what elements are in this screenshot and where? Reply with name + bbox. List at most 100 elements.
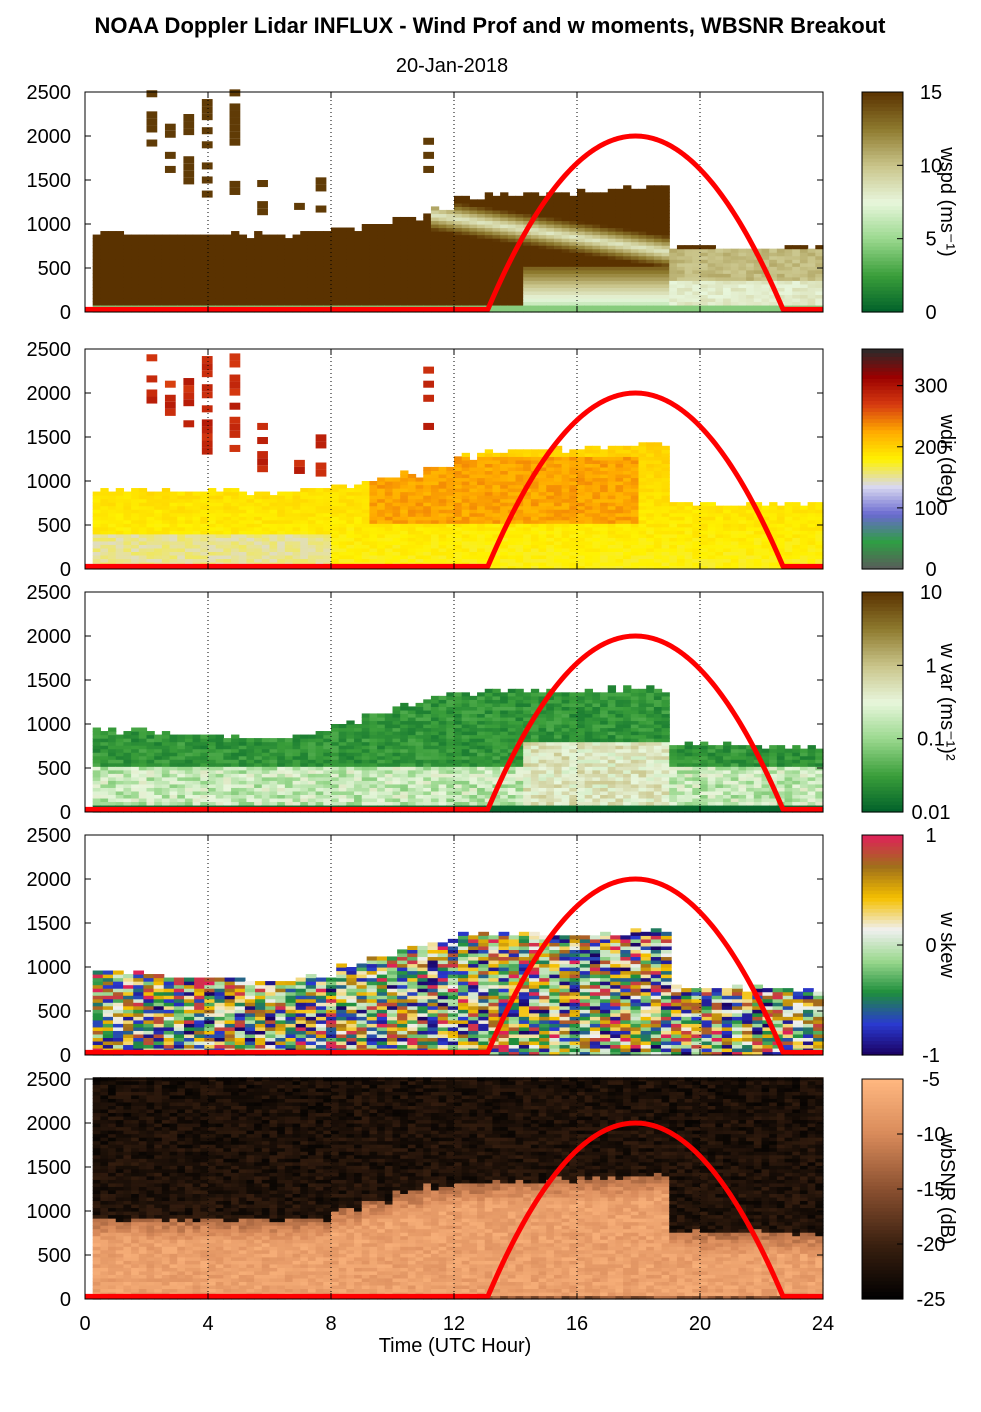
heatmap-cell xyxy=(553,206,563,211)
heatmap-cell xyxy=(438,252,447,257)
heatmap-cell xyxy=(100,519,109,524)
heatmap-cell xyxy=(177,530,186,535)
heatmap-cell xyxy=(730,530,740,535)
heatmap-cell xyxy=(538,498,547,503)
heatmap-cell xyxy=(492,269,501,274)
heatmap-cell xyxy=(446,269,455,274)
heatmap-cell xyxy=(377,301,386,306)
heatmap-cell xyxy=(700,297,709,303)
heatmap-cell xyxy=(669,269,678,274)
heatmap-cell xyxy=(469,537,478,542)
heatmap-cell xyxy=(430,519,440,524)
heatmap-cell xyxy=(769,276,778,281)
heatmap-cell xyxy=(630,519,640,524)
heatmap-cell xyxy=(438,269,447,274)
heatmap-cell xyxy=(238,540,248,545)
heatmap-cell xyxy=(792,266,801,271)
heatmap-cell xyxy=(723,287,732,292)
heatmap-cell xyxy=(630,512,640,517)
heatmap-cell xyxy=(246,540,255,545)
heatmap-cell xyxy=(215,526,224,531)
heatmap-cell xyxy=(131,238,140,243)
heatmap-cell xyxy=(653,449,663,454)
heatmap-cell xyxy=(446,554,455,560)
heatmap-cell xyxy=(423,477,432,482)
heatmap-cell xyxy=(138,512,148,517)
heatmap-cell xyxy=(707,558,716,563)
heatmap-cell xyxy=(538,231,547,236)
heatmap-cell xyxy=(515,459,524,464)
heatmap-cell xyxy=(530,259,540,264)
heatmap-cell xyxy=(615,273,624,278)
heatmap-cell xyxy=(546,516,555,521)
heatmap-cell xyxy=(415,554,424,560)
heatmap-cell xyxy=(661,227,670,232)
heatmap-cell xyxy=(461,558,470,563)
heatmap-cell xyxy=(184,287,194,292)
heatmap-cell xyxy=(684,308,693,313)
heatmap-cell xyxy=(92,516,101,521)
heatmap-cell xyxy=(154,290,163,295)
heatmap-cell xyxy=(354,505,363,510)
heatmap-cell xyxy=(138,290,148,295)
heatmap-cell xyxy=(400,533,409,538)
heatmap-cell xyxy=(661,252,670,257)
heatmap-cell xyxy=(223,495,232,500)
heatmap-cell xyxy=(484,505,494,510)
heatmap-cell xyxy=(131,544,140,549)
heatmap-cell xyxy=(623,259,632,264)
heatmap-cell xyxy=(138,495,148,500)
heatmap-cell xyxy=(208,498,217,503)
heatmap-cell xyxy=(438,544,447,549)
heatmap-cell xyxy=(229,124,241,132)
heatmap-cell xyxy=(131,280,140,285)
heatmap-cell xyxy=(692,287,701,292)
heatmap-cell xyxy=(292,290,301,295)
heatmap-cell xyxy=(201,106,213,114)
heatmap-cell xyxy=(292,544,301,549)
heatmap-cell xyxy=(123,269,132,274)
heatmap-cell xyxy=(469,238,478,243)
heatmap-cell xyxy=(246,537,255,542)
heatmap-cell xyxy=(577,470,586,475)
heatmap-cell xyxy=(192,269,201,274)
heatmap-cell xyxy=(484,537,494,542)
heatmap-cell xyxy=(338,526,347,531)
heatmap-cell xyxy=(661,234,670,239)
heatmap-cell xyxy=(146,118,158,126)
heatmap-cell xyxy=(184,248,194,253)
heatmap-cell xyxy=(761,561,770,567)
heatmap-cell xyxy=(707,554,716,560)
heatmap-cell xyxy=(461,463,470,468)
heatmap-cell xyxy=(546,558,555,563)
heatmap-cell xyxy=(215,301,224,306)
heatmap-cell xyxy=(661,561,670,567)
heatmap-cell xyxy=(792,269,801,274)
heatmap-cell xyxy=(284,262,294,267)
heatmap-cell xyxy=(623,449,632,454)
heatmap-cell xyxy=(561,266,570,271)
heatmap-cell xyxy=(184,262,194,267)
heatmap-cell xyxy=(592,213,601,218)
heatmap-cell xyxy=(600,241,609,246)
heatmap-cell xyxy=(553,516,563,521)
heatmap-cell xyxy=(184,495,194,500)
heatmap-cell xyxy=(638,516,647,521)
colorbar-segment xyxy=(862,161,903,166)
heatmap-cell xyxy=(730,287,740,292)
heatmap-cell xyxy=(776,523,786,528)
heatmap-cell xyxy=(177,512,186,517)
heatmap-cell xyxy=(430,283,440,288)
heatmap-cell xyxy=(692,266,701,271)
heatmap-cell xyxy=(354,273,363,278)
heatmap-cell xyxy=(653,195,663,200)
heatmap-cell xyxy=(400,470,409,475)
heatmap-cell xyxy=(261,276,271,281)
heatmap-cell xyxy=(669,276,678,281)
heatmap-cell xyxy=(507,481,517,486)
heatmap-cell xyxy=(354,509,363,514)
heatmap-cell xyxy=(277,238,286,243)
heatmap-cell xyxy=(369,526,378,531)
heatmap-cell xyxy=(254,283,263,288)
heatmap-cell xyxy=(684,294,693,299)
